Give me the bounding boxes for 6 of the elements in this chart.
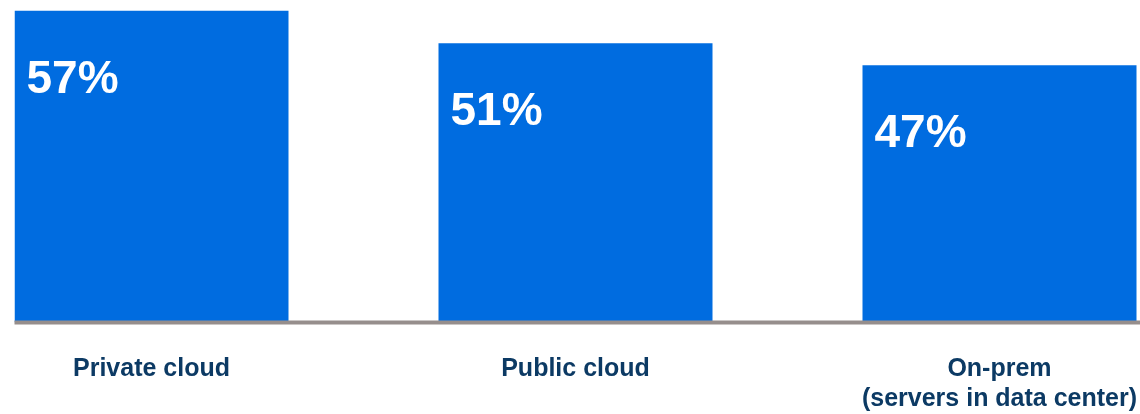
data-label: 57% (26, 50, 119, 103)
x-tick-label: On-prem (servers in data center) (861, 352, 1138, 412)
x-tick-label: Public cloud (501, 352, 650, 381)
data-label: 47% (874, 105, 967, 158)
data-label: 51% (450, 83, 543, 136)
x-tick-label: Private cloud (73, 352, 230, 381)
